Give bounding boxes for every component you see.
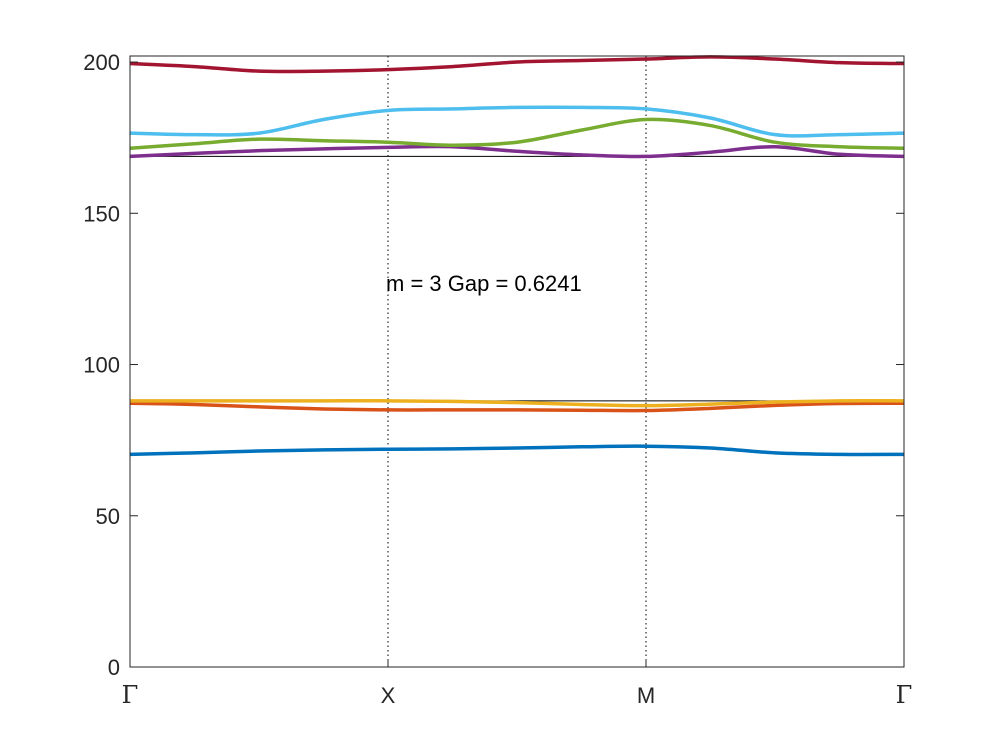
band-line-3 <box>129 398 905 408</box>
high-symmetry-lines <box>387 56 647 667</box>
band-line-5 <box>129 117 905 150</box>
plot-area <box>130 56 904 667</box>
band-line-2 <box>129 401 905 413</box>
band-line-7 <box>129 55 905 74</box>
band-line-6 <box>129 105 905 138</box>
x-tick-label: Γ <box>896 681 913 709</box>
y-tick-label: 150 <box>83 201 120 226</box>
gap-annotation: m = 3 Gap = 0.6241 <box>386 271 582 296</box>
x-tick-label: X <box>381 683 396 708</box>
x-tick-label: Γ <box>122 681 139 709</box>
y-tick-label: 50 <box>96 504 120 529</box>
y-tick-label: 100 <box>83 353 120 378</box>
band-series <box>129 55 905 457</box>
band-line-4 <box>129 144 905 159</box>
y-tick-label: 0 <box>108 655 120 680</box>
band-line-1 <box>129 444 905 457</box>
x-tick-label: M <box>637 683 655 708</box>
plot-frame <box>129 55 905 668</box>
y-axis-ticks: 0 50 100 150 200 <box>83 50 904 680</box>
y-tick-label: 200 <box>83 50 120 75</box>
